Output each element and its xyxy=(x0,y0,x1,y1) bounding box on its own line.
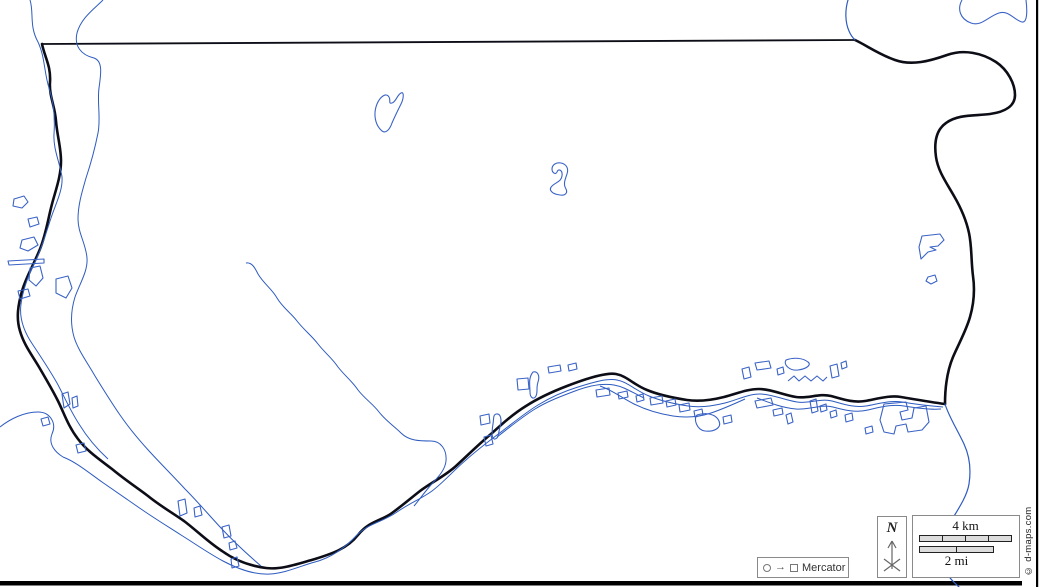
lake-s-5 xyxy=(479,413,491,426)
lake-s-2 xyxy=(529,371,540,399)
lake-se-12 xyxy=(819,403,828,413)
lake-se-9 xyxy=(772,407,784,417)
lake-s-3 xyxy=(547,364,562,374)
lake-se-13 xyxy=(829,409,838,419)
river-left-edge-tributary xyxy=(0,411,64,458)
lake-se-3 xyxy=(776,366,785,376)
lake-se-16 xyxy=(864,425,874,435)
lake-s-13 xyxy=(678,402,691,413)
lake-center-north xyxy=(374,92,404,133)
lake-top-right-shore xyxy=(959,0,1028,25)
lake-sw-7 xyxy=(221,524,232,539)
lake-s-7 xyxy=(483,434,494,447)
lake-west-7 xyxy=(17,288,31,300)
lake-se-15-complex xyxy=(879,401,930,435)
lake-se-8 xyxy=(754,397,774,409)
copyright-watermark: © d-maps.com xyxy=(1023,506,1034,576)
lake-sw-6 xyxy=(193,505,203,518)
scale-km-label: 4 km xyxy=(952,518,979,533)
boundary-lines xyxy=(16,38,1017,570)
north-arrow-box: N xyxy=(877,516,907,578)
river-south-channel-2b xyxy=(599,385,746,418)
lake-sw-4 xyxy=(75,442,87,454)
projection-label: Mercator xyxy=(802,561,846,574)
lake-east-1 xyxy=(918,233,945,260)
rivers xyxy=(0,0,971,587)
river-west-channel-b xyxy=(71,0,262,567)
lake-west-1 xyxy=(12,195,29,209)
lake-west-3 xyxy=(19,236,39,252)
right-neatline xyxy=(1036,0,1039,587)
projected-square-icon xyxy=(790,563,798,572)
lake-se-11 xyxy=(809,398,819,414)
river-northeast-inflow xyxy=(845,0,856,41)
river-central-tributary xyxy=(245,262,447,507)
lake-se-5-zigzag-shore xyxy=(787,375,828,382)
river-west-channel-a xyxy=(20,0,109,460)
lake-s-16 xyxy=(722,414,733,425)
lake-west-4 xyxy=(7,258,45,266)
lake-s-15 xyxy=(694,413,721,432)
lake-sw-5 xyxy=(177,498,188,517)
lake-se-6 xyxy=(829,363,840,379)
north-label: N xyxy=(886,520,898,536)
scale-mi-label: 2 mi xyxy=(944,553,969,568)
bottom-neatline xyxy=(0,581,1022,586)
lake-west-2 xyxy=(27,216,40,228)
lake-west-5 xyxy=(28,265,44,287)
projection-arrow-icon: → xyxy=(775,561,786,573)
north-straight-border xyxy=(41,39,856,45)
lake-east-2 xyxy=(925,274,938,285)
scale-bar-km xyxy=(919,535,1012,542)
globe-circle-icon xyxy=(763,563,771,572)
lake-s-14 xyxy=(693,408,704,418)
lake-s-10 xyxy=(635,393,645,403)
lake-se-10 xyxy=(785,412,794,425)
lake-sw-3 xyxy=(40,416,51,427)
lake-se-4 xyxy=(784,357,810,371)
lake-se-1 xyxy=(741,366,752,380)
projection-box: → Mercator xyxy=(757,557,849,578)
lake-sw-8 xyxy=(228,540,238,551)
lake-se-2 xyxy=(754,360,772,371)
lake-s-12 xyxy=(665,398,677,408)
west-south-border xyxy=(16,42,947,570)
lake-sw-2 xyxy=(71,395,79,409)
scale-bar-mi xyxy=(919,546,994,553)
lake-center xyxy=(549,162,569,196)
lake-west-6 xyxy=(55,275,73,299)
lake-s-6 xyxy=(491,413,502,440)
lake-s-8 xyxy=(595,387,611,398)
lake-s-11 xyxy=(649,395,664,406)
lake-se-14 xyxy=(844,412,854,423)
lakes xyxy=(7,0,1028,569)
compass-rose-icon xyxy=(883,540,901,572)
lake-s-9 xyxy=(617,390,629,400)
river-south-channel-2a xyxy=(496,383,645,438)
lake-s-1 xyxy=(516,377,530,391)
river-south-channel xyxy=(62,379,944,575)
lake-sw-1 xyxy=(61,391,71,409)
lake-sw-9 xyxy=(230,556,240,569)
lake-s-4 xyxy=(567,362,578,372)
lake-se-7 xyxy=(840,360,848,370)
east-border xyxy=(853,38,1017,406)
scale-bar-box: 4 km 2 mi xyxy=(912,515,1020,578)
